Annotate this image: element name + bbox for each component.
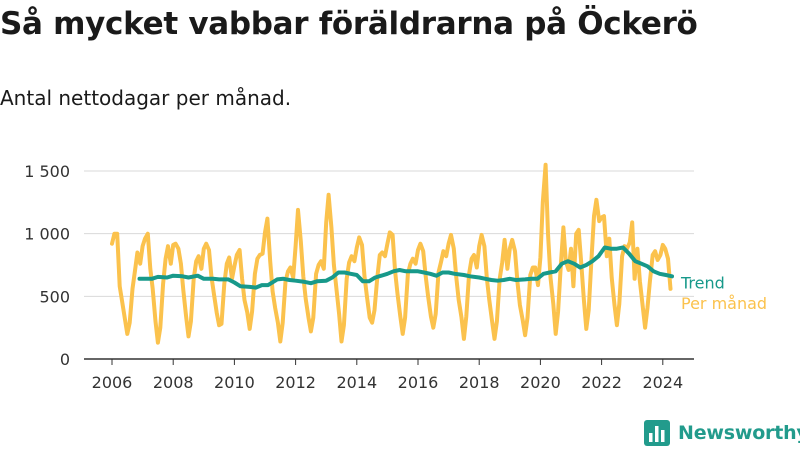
x-tick-label: 2020: [520, 373, 561, 392]
series-labels: Per månad Trend: [680, 273, 767, 313]
x-tick-label: 2006: [92, 373, 133, 392]
series-endpoint: [670, 274, 674, 279]
bar-chart-icon: [644, 420, 670, 446]
series-label: Trend: [680, 273, 725, 292]
chart-title: Så mycket vabbar föräldrarna på Öckerö: [0, 6, 698, 42]
x-tick-label: 2010: [214, 373, 255, 392]
series-label: Per månad: [681, 294, 767, 313]
y-tick-label: 500: [39, 287, 70, 306]
brand-name: Newsworthy: [678, 422, 800, 444]
x-tick-label: 2022: [581, 373, 622, 392]
x-tick-label: 2016: [398, 373, 439, 392]
x-tick-label: 2008: [153, 373, 194, 392]
series-line: [137, 245, 674, 290]
x-tick-label: 2012: [275, 373, 316, 392]
x-axis-ticks: 2006 2008 2010 2012 2014 2016 2018 2020 2022 2024: [92, 359, 683, 392]
y-tick-label: 1 000: [24, 225, 70, 244]
series-lines: [110, 162, 674, 345]
y-tick-label: 1 500: [24, 162, 70, 181]
series-endpoint: [668, 287, 673, 291]
y-axis-ticks: 0 500 1 000 1 500: [24, 162, 70, 369]
newsworthy-logo[interactable]: Newsworthy: [644, 419, 800, 447]
x-tick-label: 2018: [459, 373, 500, 392]
series-line: [110, 162, 673, 345]
chart-subtitle: Antal nettodagar per månad.: [0, 86, 292, 110]
y-tick-label: 0: [60, 350, 70, 369]
x-tick-label: 2014: [336, 373, 377, 392]
x-tick-label: 2024: [642, 373, 683, 392]
